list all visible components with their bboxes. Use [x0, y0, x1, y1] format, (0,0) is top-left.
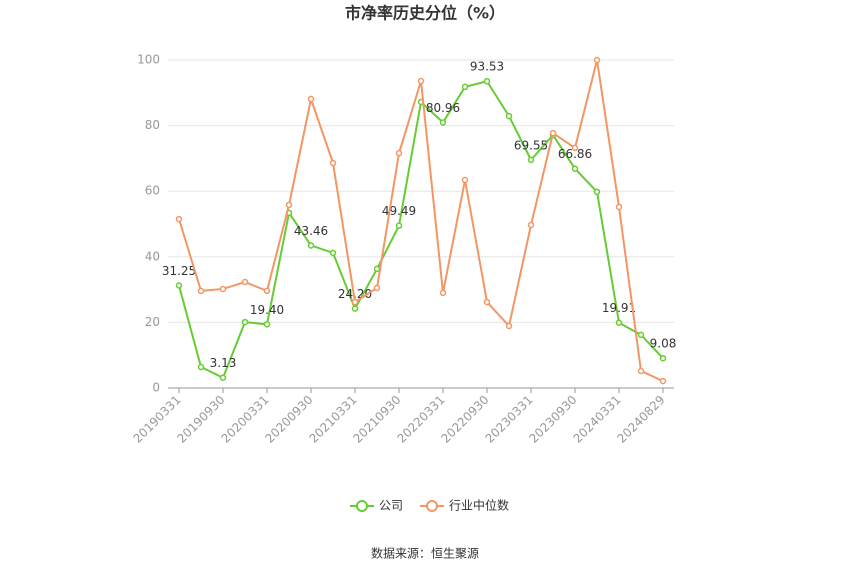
x-tick-label: 20240829: [615, 393, 668, 446]
data-point: [219, 374, 227, 381]
data-point: [637, 367, 645, 375]
chart-title: 市净率历史分位（%）: [345, 4, 505, 23]
data-point: [263, 287, 271, 295]
data-point: [615, 203, 623, 211]
legend-marker: [426, 500, 438, 512]
data-point: [175, 215, 183, 223]
data-point: [659, 354, 667, 362]
y-tick-label: 40: [145, 249, 160, 263]
data-point: [351, 305, 359, 312]
data-point: [373, 284, 381, 292]
data-label: 49.49: [382, 204, 416, 218]
data-point: [549, 129, 557, 137]
data-label: 19.91: [602, 301, 636, 315]
data-point: [483, 298, 491, 306]
legend-marker: [356, 500, 368, 512]
data-point: [175, 282, 183, 289]
data-label: 66.86: [558, 147, 592, 161]
data-label: 93.53: [470, 60, 504, 74]
data-point: [307, 242, 315, 249]
data-label: 80.96: [426, 101, 460, 115]
data-point: [439, 119, 447, 126]
data-point: [329, 159, 337, 167]
data-label: 3.13: [210, 356, 237, 370]
data-point: [637, 331, 645, 339]
y-tick-label: 0: [152, 381, 160, 395]
y-tick-label: 60: [145, 184, 160, 198]
data-point: [461, 83, 469, 91]
data-point: [395, 222, 403, 229]
data-point: [373, 265, 381, 273]
data-point: [527, 221, 535, 229]
data-label: 19.40: [250, 303, 284, 317]
data-point: [505, 112, 513, 120]
data-point: [285, 201, 293, 209]
data-point: [395, 149, 403, 157]
data-label: 43.46: [294, 224, 328, 238]
data-point: [329, 249, 337, 257]
data-point: [527, 156, 535, 164]
source-note: 数据来源：恒生聚源: [371, 546, 479, 561]
data-point: [417, 77, 425, 85]
data-point: [197, 363, 205, 371]
data-point: [351, 298, 359, 306]
data-label: 31.25: [162, 264, 196, 278]
data-label: 9.08: [650, 337, 677, 351]
data-point: [197, 287, 205, 295]
data-point: [505, 322, 513, 330]
data-point: [461, 176, 469, 184]
legend-label: 行业中位数: [449, 498, 509, 513]
data-point: [571, 144, 579, 152]
data-point: [241, 278, 249, 286]
data-point: [263, 321, 271, 328]
data-point: [615, 319, 623, 326]
data-point: [593, 56, 601, 64]
y-tick-label: 20: [145, 315, 160, 329]
data-label: 69.55: [514, 138, 548, 152]
data-point: [593, 188, 601, 196]
data-point: [571, 165, 579, 172]
series-line: [178, 59, 664, 383]
data-point: [219, 285, 227, 293]
y-tick-label: 100: [137, 53, 160, 67]
data-point: [659, 377, 667, 385]
data-point: [483, 77, 491, 85]
data-point: [307, 95, 315, 103]
legend-label: 公司: [379, 499, 403, 513]
data-point: [439, 289, 447, 297]
y-tick-label: 80: [145, 118, 160, 132]
data-point: [241, 318, 249, 326]
